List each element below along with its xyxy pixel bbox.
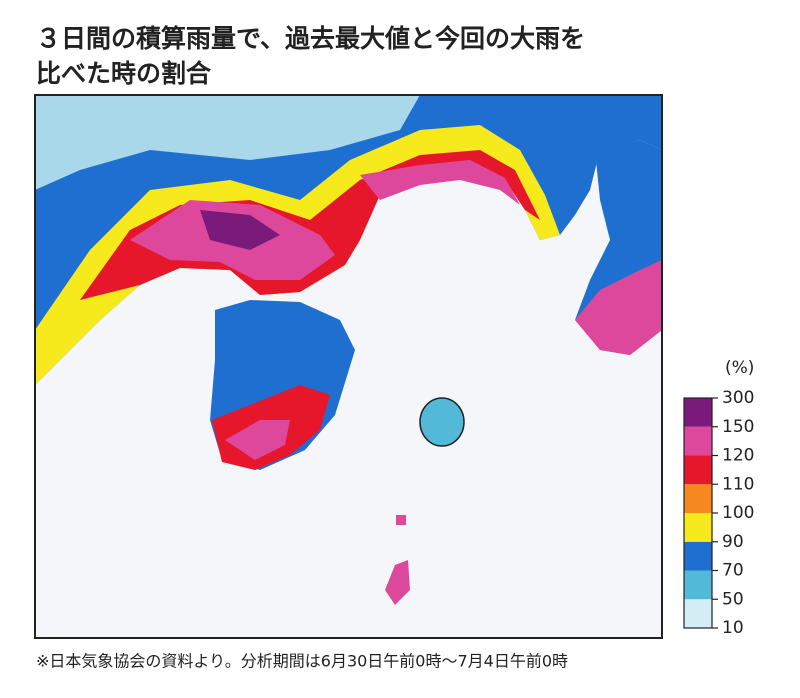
legend-unit: (%): [725, 358, 754, 378]
peninsula: [225, 420, 290, 460]
land: [200, 210, 280, 250]
legend-tick-label: 300: [722, 388, 754, 408]
land: [360, 160, 520, 205]
legend-swatch: [684, 570, 712, 600]
title-line: 比べた時の割合: [36, 59, 212, 88]
legend-swatch: [684, 513, 712, 542]
island: [396, 515, 406, 525]
legend-tick-label: 100: [722, 503, 754, 523]
legend-tick-label: 110: [722, 474, 754, 494]
title-line: ３日間の積算雨量で、過去最大値と今回の大雨を: [36, 24, 585, 53]
legend-tick-label: 120: [722, 446, 754, 466]
legend-tick-label: 70: [722, 561, 744, 581]
legend-swatch: [684, 426, 712, 456]
legend-tick-label: 150: [722, 417, 754, 437]
legend-swatch: [684, 599, 712, 628]
land: [80, 150, 540, 300]
legend-swatch: [684, 455, 712, 485]
legend-tick-label: 50: [722, 589, 744, 609]
map-frame: [34, 94, 663, 639]
footnote: ※日本気象協会の資料より。分析期間は6月30日午前0時～7月4日午前0時: [36, 652, 568, 671]
legend-swatch: [684, 484, 712, 513]
legend-swatch: [684, 398, 712, 427]
legend: 10 50 70 90 100 110 120 150 300: [683, 388, 754, 638]
legend-swatch: [684, 541, 712, 571]
island: [419, 397, 465, 447]
map: [34, 94, 663, 639]
land: [35, 95, 420, 190]
island: [385, 560, 410, 605]
land: [575, 260, 662, 355]
legend-tick-label: 90: [722, 532, 744, 552]
legend-tick-label: 10: [722, 618, 744, 638]
